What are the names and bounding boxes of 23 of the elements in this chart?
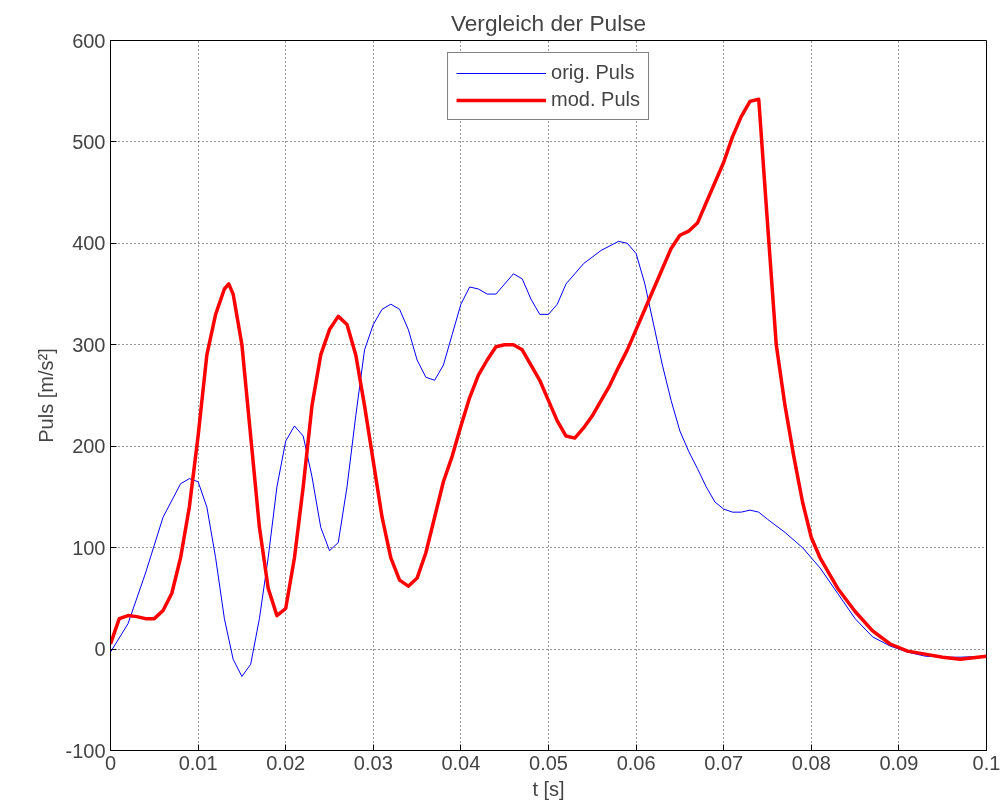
chart-title: Vergleich der Pulse — [450, 9, 647, 36]
x-axis-title: t [s] — [532, 777, 565, 800]
legend-label: mod. Puls — [551, 88, 640, 111]
x-tick-label: 0.01 — [178, 751, 218, 774]
y-tick-label: 0 — [94, 638, 106, 661]
x-tick-label: 0.06 — [616, 751, 656, 774]
x-tick-label: 0.08 — [791, 751, 831, 774]
x-tick-label: 0.02 — [266, 751, 306, 774]
y-tick-label: 300 — [72, 333, 106, 356]
x-tick-label: 0.05 — [529, 751, 568, 774]
x-tick-label: 0.1 — [972, 751, 1001, 774]
x-tick-label: 0.09 — [879, 751, 919, 774]
y-tick-label: 100 — [72, 536, 106, 559]
y-tick-label: 600 — [72, 29, 106, 52]
x-tick-label: 0.03 — [353, 751, 393, 774]
y-axis-title: Puls [m/s²] — [35, 348, 58, 443]
y-tick-label: -100 — [65, 739, 106, 762]
x-tick-label: 0.04 — [441, 751, 481, 774]
y-tick-label: 200 — [72, 435, 106, 458]
y-tick-label: 400 — [72, 232, 106, 255]
legend-label: orig. Puls — [551, 61, 635, 84]
x-tick-label: 0.07 — [704, 751, 744, 774]
y-tick-label: 500 — [72, 130, 106, 153]
